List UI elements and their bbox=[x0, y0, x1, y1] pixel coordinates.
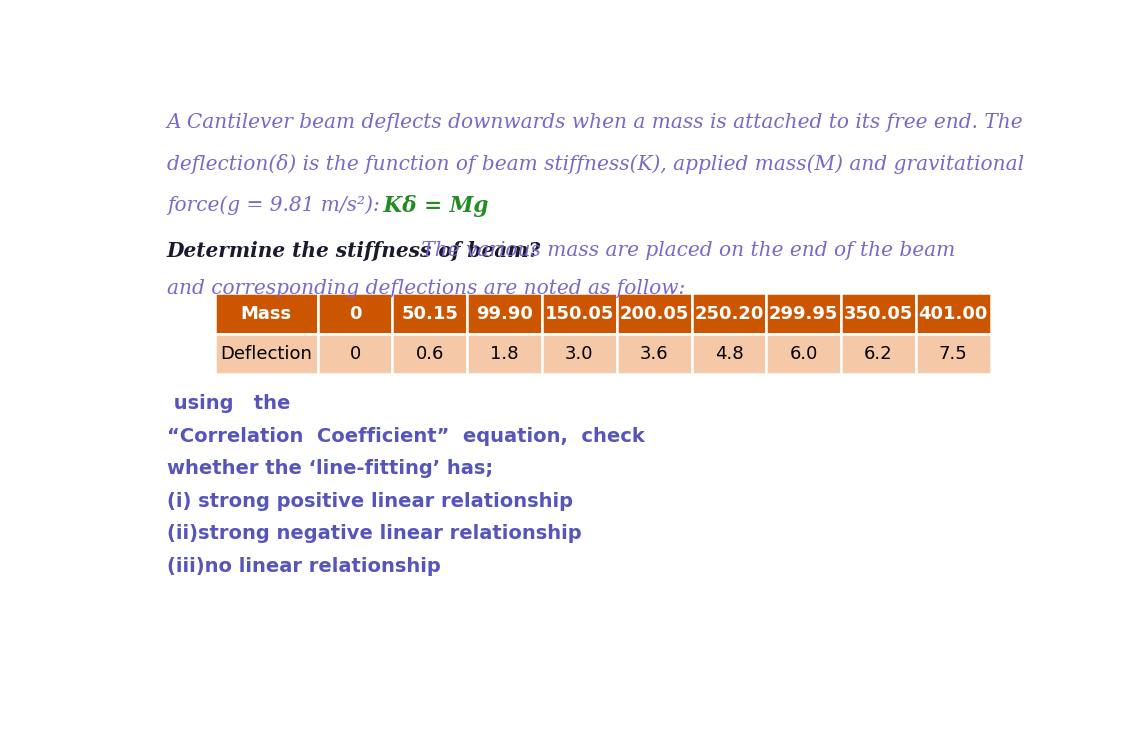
Text: (iii)no linear relationship: (iii)no linear relationship bbox=[166, 557, 441, 576]
Text: (i) strong positive linear relationship: (i) strong positive linear relationship bbox=[166, 492, 573, 511]
Bar bbox=[766, 293, 842, 334]
Bar bbox=[916, 334, 991, 374]
Text: 3.0: 3.0 bbox=[565, 345, 594, 363]
Bar bbox=[692, 293, 766, 334]
Bar bbox=[842, 334, 916, 374]
Text: 150.05: 150.05 bbox=[544, 304, 614, 323]
Text: and corresponding deflections are noted as follow:: and corresponding deflections are noted … bbox=[166, 280, 685, 299]
Text: Deflection: Deflection bbox=[220, 345, 312, 363]
Bar bbox=[467, 293, 542, 334]
Text: 200.05: 200.05 bbox=[620, 304, 688, 323]
Bar bbox=[692, 334, 766, 374]
Text: Kδ = Mg: Kδ = Mg bbox=[376, 195, 488, 217]
Bar bbox=[542, 293, 617, 334]
Text: 50.15: 50.15 bbox=[402, 304, 458, 323]
Text: 4.8: 4.8 bbox=[714, 345, 744, 363]
Bar bbox=[542, 334, 617, 374]
Text: 99.90: 99.90 bbox=[476, 304, 533, 323]
Bar bbox=[215, 334, 317, 374]
Text: Mass: Mass bbox=[241, 304, 291, 323]
Text: (ii)strong negative linear relationship: (ii)strong negative linear relationship bbox=[166, 524, 582, 543]
Text: 3.6: 3.6 bbox=[640, 345, 668, 363]
Text: 350.05: 350.05 bbox=[844, 304, 914, 323]
Text: 6.2: 6.2 bbox=[864, 345, 893, 363]
Text: “Correlation  Coefficient”  equation,  check: “Correlation Coefficient” equation, chec… bbox=[166, 426, 645, 445]
Text: 401.00: 401.00 bbox=[919, 304, 988, 323]
Text: whether the ‘line-fitting’ has;: whether the ‘line-fitting’ has; bbox=[166, 459, 493, 478]
Bar bbox=[916, 293, 991, 334]
Text: A Cantilever beam deflects downwards when a mass is attached to its free end. Th: A Cantilever beam deflects downwards whe… bbox=[166, 113, 1024, 132]
Text: 0: 0 bbox=[350, 345, 361, 363]
Text: deflection(δ) is the function of beam stiffness(K), applied mass(M) and gravitat: deflection(δ) is the function of beam st… bbox=[166, 154, 1024, 174]
Text: 6.0: 6.0 bbox=[790, 345, 818, 363]
Text: The various mass are placed on the end of the beam: The various mass are placed on the end o… bbox=[415, 241, 955, 260]
Bar bbox=[616, 293, 692, 334]
Bar bbox=[317, 334, 393, 374]
Bar bbox=[842, 293, 916, 334]
Bar bbox=[215, 293, 317, 334]
Bar bbox=[393, 293, 467, 334]
Text: 1.8: 1.8 bbox=[490, 345, 519, 363]
Bar bbox=[616, 334, 692, 374]
Text: 7.5: 7.5 bbox=[939, 345, 968, 363]
Bar bbox=[393, 334, 467, 374]
Text: force(g = 9.81 m/s²):: force(g = 9.81 m/s²): bbox=[166, 195, 393, 215]
Text: using   the: using the bbox=[166, 394, 290, 413]
Text: 0: 0 bbox=[349, 304, 361, 323]
Text: 299.95: 299.95 bbox=[770, 304, 838, 323]
Text: Determine the stiffness of beam?: Determine the stiffness of beam? bbox=[166, 241, 541, 261]
Bar bbox=[317, 293, 393, 334]
Bar bbox=[467, 334, 542, 374]
Text: 250.20: 250.20 bbox=[694, 304, 764, 323]
Text: 0.6: 0.6 bbox=[415, 345, 444, 363]
Bar bbox=[766, 334, 842, 374]
